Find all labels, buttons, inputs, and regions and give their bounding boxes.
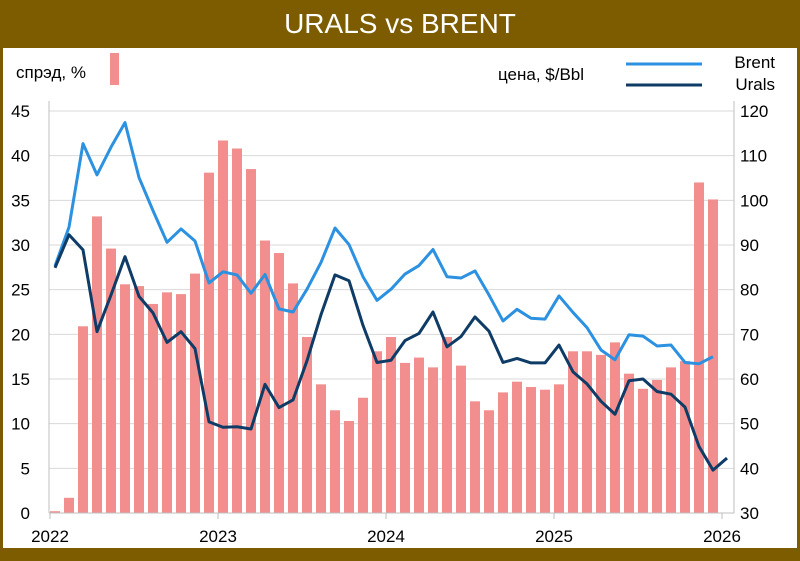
spread-bar-30 [470,401,480,513]
spread-bar-1 [64,497,74,513]
spread-bar-39 [596,354,606,513]
spread-bar-5 [120,284,130,513]
spread-bar-32 [498,392,508,513]
y-left-tick-8: 40 [11,147,30,166]
frame-border-left [0,48,3,548]
y-right-tick-5: 80 [740,281,759,300]
x-tick-label-4: 2026 [703,527,741,546]
x-tick-label-3: 2025 [535,527,573,546]
spread-bar-26 [414,357,424,513]
spread-bar-42 [638,388,648,513]
y-right-tick-6: 90 [740,236,759,255]
spread-bar-24 [386,337,396,513]
spread-bar-6 [134,286,144,513]
spread-bar-10 [190,273,200,513]
spread-bar-25 [400,362,410,513]
spread-bar-2 [78,326,88,513]
spread-bar-20 [330,410,340,513]
spread-bar-12 [218,140,228,514]
y-right-tick-9: 120 [740,102,768,121]
spread-bar-27 [428,367,438,513]
spread-bar-46 [694,182,704,513]
spread-bar-31 [484,410,494,513]
axes: 0510152025303540453040506070809010011012… [11,101,768,546]
x-tick-label-1: 2023 [199,527,237,546]
spread-bar-11 [204,172,214,513]
spread-bar-14 [246,169,256,514]
spread-bar-23 [372,351,382,513]
spread-bar-0 [50,511,60,513]
spread-bar-21 [344,420,354,513]
legend: спрэд, % цена, $/Bbl Brent Urals [16,53,775,94]
x-tick-label-0: 2022 [31,527,69,546]
frame-border-bottom [0,548,800,561]
y-right-tick-3: 60 [740,370,759,389]
legend-urals-label: Urals [735,75,775,94]
y-right-tick-1: 40 [740,459,759,478]
brent-line [53,121,714,366]
spread-bar-29 [456,365,466,513]
spread-bar-13 [232,148,242,513]
spread-bar-43 [652,379,662,513]
spread-bar-3 [92,216,102,513]
y-left-tick-9: 45 [11,102,30,121]
legend-price-label: цена, $/Bbl [498,65,584,84]
chart-title: URALS vs BRENT [284,8,516,39]
y-right-tick-8: 110 [740,147,767,166]
legend-spread-label: спрэд, % [16,63,86,82]
x-tick-label-2: 2024 [367,527,405,546]
y-left-tick-4: 20 [11,325,30,344]
spread-bar-44 [666,367,676,513]
y-right-tick-0: 30 [740,504,759,523]
y-left-tick-2: 10 [11,415,30,434]
spread-bar-38 [582,351,592,513]
spread-bar-19 [316,384,326,513]
y-left-tick-0: 0 [21,504,30,523]
y-right-tick-4: 70 [740,325,759,344]
price-lines [53,121,728,472]
spread-bar-41 [624,373,634,513]
title-bar: URALS vs BRENT [0,0,800,48]
y-left-tick-5: 25 [11,281,30,300]
spread-bar-33 [512,381,522,513]
legend-spread-swatch [110,53,119,85]
y-right-tick-2: 50 [740,415,759,434]
spread-bar-8 [162,292,172,513]
spread-bar-40 [610,342,620,513]
spread-bar-47 [708,199,718,513]
frame-border-right [797,48,800,548]
spread-bar-45 [680,361,690,513]
urals-line [53,233,728,472]
spread-bar-35 [540,389,550,513]
spread-bar-37 [568,351,578,513]
spread-bar-18 [302,337,312,513]
spread-bar-34 [526,387,536,513]
spread-bars [50,140,718,514]
legend-brent-label: Brent [734,53,775,72]
spread-bar-9 [176,294,186,513]
spread-bar-7 [148,303,158,513]
spread-bar-4 [106,248,116,513]
y-right-tick-7: 100 [740,191,768,210]
spread-bar-22 [358,397,368,513]
y-left-tick-3: 15 [11,370,30,389]
spread-bar-28 [442,337,452,513]
spread-bar-36 [554,384,564,513]
y-left-tick-1: 5 [21,459,30,478]
spread-bar-16 [274,253,284,514]
y-left-tick-6: 30 [11,236,30,255]
y-left-tick-7: 35 [11,191,30,210]
spread-bar-15 [260,240,270,514]
